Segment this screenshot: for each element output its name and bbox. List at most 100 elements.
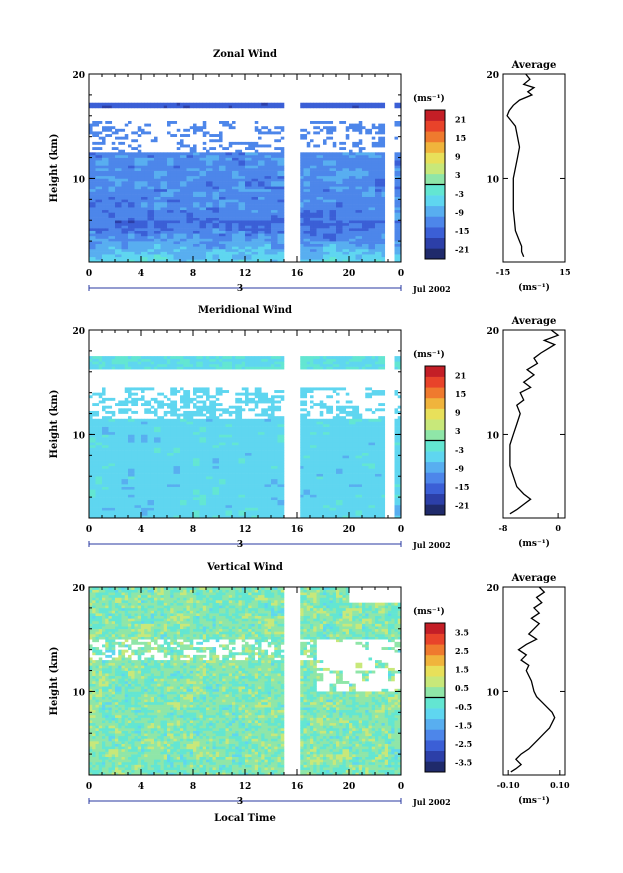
- heatmap-cell: [92, 186, 96, 190]
- heatmap-cell: [235, 102, 239, 106]
- heatmap-cell: [102, 478, 106, 482]
- heatmap-cell: [323, 251, 327, 255]
- heatmap-cell: [381, 251, 386, 255]
- heatmap-cell: [355, 162, 360, 166]
- heatmap-cell: [102, 502, 106, 506]
- heatmap-cell: [352, 144, 356, 148]
- heatmap-cell: [202, 243, 207, 247]
- heatmap-cell: [329, 225, 334, 229]
- heatmap-cell: [378, 181, 382, 184]
- heatmap-cell: [157, 254, 161, 258]
- heatmap-cell: [245, 186, 249, 190]
- heatmap-cell: [186, 183, 191, 187]
- heatmap-cell: [98, 238, 103, 242]
- heatmap-cell: [105, 243, 109, 247]
- heatmap-cell: [167, 188, 171, 192]
- heatmap-cell: [267, 186, 272, 190]
- heatmap-cell: [352, 204, 356, 208]
- heatmap-cell: [378, 141, 382, 145]
- heatmap-cell: [111, 209, 116, 213]
- heatmap-cell: [378, 126, 382, 130]
- heatmap-cell: [144, 157, 148, 161]
- heatmap-cell: [342, 248, 347, 252]
- heatmap-cell: [193, 241, 197, 245]
- heatmap-cell: [362, 160, 366, 164]
- heatmap-cell: [176, 191, 181, 195]
- heatmap-cells: [89, 356, 402, 519]
- heatmap-cell: [176, 175, 181, 179]
- heatmap-cell: [280, 201, 285, 205]
- heatmap-cell: [362, 225, 366, 229]
- heatmap-cell: [92, 204, 96, 208]
- heatmap-cell: [332, 222, 337, 226]
- heatmap-cell: [92, 131, 96, 135]
- heatmap-cell: [128, 442, 132, 446]
- heatmap-cell: [95, 356, 100, 360]
- colorbar-swatch: [425, 237, 445, 249]
- heatmap-cell: [232, 141, 236, 145]
- heatmap-cell: [157, 259, 161, 263]
- heatmap-cell: [95, 178, 100, 182]
- heatmap-cell: [124, 173, 129, 177]
- heatmap-cell: [186, 256, 191, 260]
- heatmap-cell: [137, 144, 142, 148]
- heatmap-cell: [160, 178, 165, 182]
- heatmap-cell: [222, 259, 226, 263]
- heatmap-cell: [154, 241, 158, 245]
- heatmap-cell: [193, 251, 197, 255]
- heatmap-cell: [111, 201, 116, 205]
- heatmap-cell: [128, 491, 132, 495]
- heatmap-cell: [329, 251, 334, 255]
- heatmap-cell: [222, 235, 226, 239]
- heatmap-cell: [141, 165, 145, 169]
- heatmap-cell: [111, 460, 116, 464]
- heatmap-cell: [368, 191, 373, 195]
- heatmap-cell: [274, 212, 278, 216]
- heatmap-cell: [111, 491, 116, 495]
- heatmap-cell: [124, 196, 129, 200]
- heatmap-cell: [128, 230, 132, 234]
- heatmap-cell: [167, 183, 171, 187]
- heatmap-cell: [254, 144, 259, 148]
- heatmap-cell: [336, 220, 340, 224]
- heatmap-cell: [267, 209, 272, 213]
- heatmap-cell: [196, 222, 200, 226]
- heatmap-cell: [150, 162, 155, 166]
- heatmap-cell: [326, 254, 330, 258]
- heatmap-cell: [150, 225, 155, 229]
- heatmap-cell: [134, 225, 139, 229]
- heatmap-cell: [98, 486, 103, 490]
- heatmap-cell: [209, 241, 213, 245]
- heatmap-cell: [232, 259, 236, 263]
- heatmap-cell: [371, 235, 376, 239]
- heatmap-cell: [310, 183, 314, 187]
- heatmap-cell: [157, 217, 161, 221]
- heatmap-cell: [95, 410, 100, 414]
- heatmap-cell: [345, 222, 350, 226]
- heatmap-cell: [102, 222, 106, 226]
- heatmap-cell: [202, 105, 207, 109]
- heatmap-cell: [345, 212, 350, 216]
- heatmap-cell: [105, 254, 109, 258]
- heatmap-cell: [342, 207, 347, 211]
- heatmap-cell: [131, 243, 135, 247]
- heatmap-cell: [316, 170, 321, 174]
- heatmap-cell: [254, 191, 259, 195]
- heatmap-cell: [365, 222, 369, 226]
- heatmap-cell: [115, 199, 119, 203]
- heatmap-cell: [157, 194, 161, 198]
- heatmap-cell: [102, 452, 106, 456]
- heatmap-cell: [157, 170, 161, 174]
- heatmap-cell: [89, 175, 93, 179]
- heatmap-cell: [300, 230, 304, 234]
- heatmap-cell: [323, 246, 327, 250]
- heatmap-cell: [115, 510, 119, 514]
- heatmap-cell: [394, 160, 399, 164]
- heatmap-cell: [121, 128, 126, 132]
- heatmap-cell: [394, 121, 399, 124]
- heatmap-cell: [163, 248, 168, 252]
- heatmap-cell: [277, 139, 282, 143]
- heatmap-cell: [235, 152, 239, 156]
- heatmap-cell: [115, 358, 119, 362]
- heatmap-cell: [342, 183, 347, 187]
